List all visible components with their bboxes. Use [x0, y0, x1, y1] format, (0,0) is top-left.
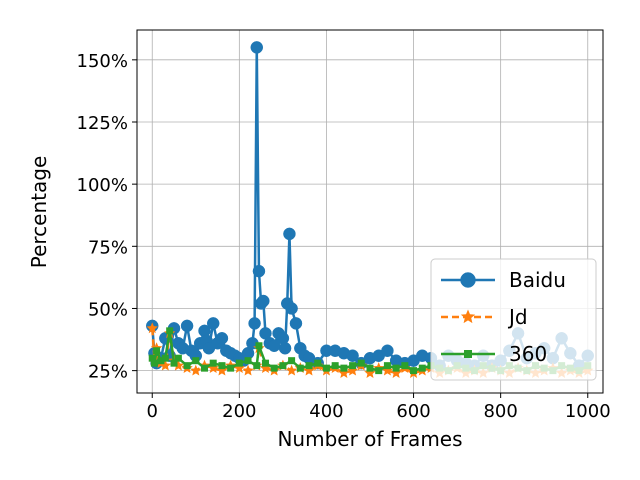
data-point [148, 354, 156, 362]
data-point [157, 357, 165, 365]
x-tick-label: 600 [396, 401, 430, 422]
data-point [285, 302, 298, 315]
data-point [357, 359, 365, 367]
data-point [233, 362, 246, 373]
y-axis-label: Percentage [27, 156, 51, 269]
data-point [161, 354, 169, 362]
data-point [218, 362, 226, 370]
data-point [159, 359, 172, 371]
y-tick-label: 25% [88, 362, 128, 383]
data-point [183, 362, 191, 370]
data-point [418, 364, 426, 372]
data-point [190, 364, 202, 376]
legend-marker [464, 350, 472, 358]
y-tick-label: 100% [77, 175, 128, 196]
y-tick-label: 150% [77, 51, 128, 72]
data-point [381, 364, 394, 376]
data-point [192, 357, 200, 365]
data-point [180, 319, 194, 333]
data-point [201, 364, 209, 372]
data-point [248, 317, 261, 330]
legend-item: 360 [441, 342, 547, 366]
data-point [375, 367, 383, 375]
data-point [153, 347, 161, 355]
data-point [346, 349, 359, 362]
data-point [288, 357, 296, 365]
legend-item: Baidu [441, 268, 566, 292]
data-point [381, 344, 394, 357]
data-point [166, 327, 174, 335]
y-tick-label: 50% [88, 299, 128, 320]
x-tick-label: 400 [309, 401, 343, 422]
x-tick-label: 200 [222, 401, 256, 422]
data-point [322, 364, 330, 372]
data-point [255, 342, 263, 350]
data-point [289, 317, 303, 330]
data-point [209, 359, 217, 367]
data-point [338, 367, 350, 378]
data-point [305, 362, 313, 370]
data-point [314, 359, 322, 367]
y-tick-label: 75% [88, 237, 128, 258]
data-point [215, 332, 229, 345]
data-point [146, 322, 158, 334]
data-point [253, 362, 261, 370]
data-point [401, 362, 409, 370]
legend-marker [460, 272, 476, 288]
data-point [172, 359, 185, 371]
data-point [216, 364, 228, 376]
data-point [261, 359, 269, 367]
data-point [285, 364, 298, 376]
legend-label: Jd [507, 305, 528, 329]
x-tick-label: 1000 [565, 401, 611, 422]
data-point [279, 362, 287, 370]
x-axis-label: Number of Frames [277, 427, 462, 451]
data-point [259, 362, 272, 373]
data-point [366, 364, 374, 372]
data-point [278, 341, 292, 355]
data-point [303, 364, 315, 376]
data-point [390, 367, 402, 378]
legend-marker [460, 309, 476, 324]
ticks: 0 200 400 600 800 1000 25% 50% 75% 100% 125% 150% [77, 51, 611, 422]
data-point [174, 354, 182, 362]
data-point [150, 359, 158, 367]
data-point [410, 367, 418, 375]
x-tick-label: 0 [147, 401, 158, 422]
data-point [383, 362, 391, 370]
data-point [235, 359, 243, 367]
legend-label: Baidu [509, 268, 566, 292]
data-point [244, 357, 252, 365]
data-point [252, 264, 266, 278]
data-point [170, 359, 178, 367]
data-point [207, 362, 219, 373]
legend-box [430, 258, 597, 381]
data-point [227, 364, 235, 372]
data-point [206, 317, 220, 330]
data-point [242, 364, 254, 376]
data-point [296, 364, 304, 372]
grid [137, 30, 603, 393]
data-point [364, 367, 376, 378]
legend-label: 360 [509, 342, 547, 366]
data-point [257, 294, 270, 308]
data-point [270, 364, 278, 372]
plot-frame [136, 29, 604, 394]
data-point [346, 364, 359, 376]
data-point [331, 362, 339, 370]
data-point [340, 364, 348, 372]
data-point [250, 41, 264, 54]
data-point [349, 362, 357, 370]
y-tick-label: 125% [77, 113, 128, 134]
data-point [392, 364, 400, 372]
legend-item: Jd [441, 305, 528, 329]
legend: Baidu Jd 360 [430, 258, 597, 381]
data-point [283, 227, 296, 241]
x-tick-label: 800 [483, 401, 517, 422]
